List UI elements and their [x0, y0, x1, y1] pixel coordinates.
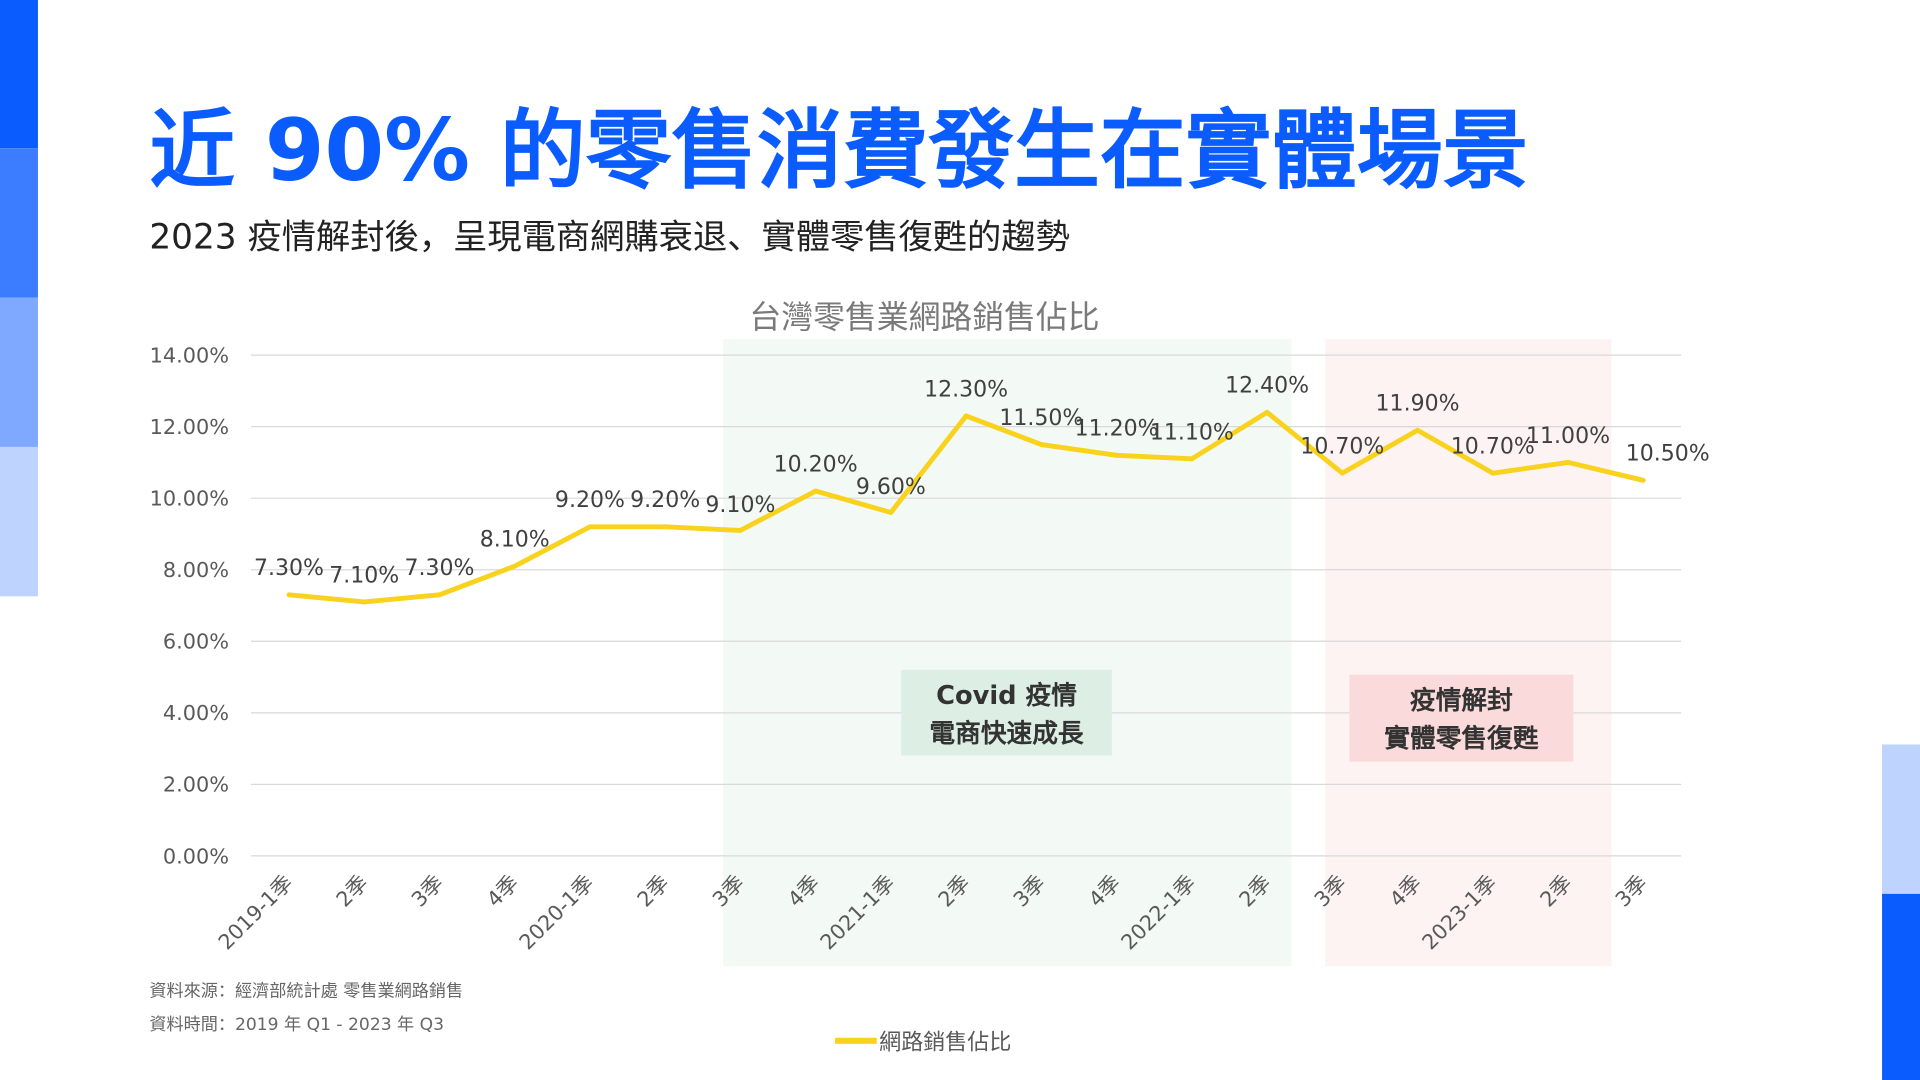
data-label: 7.30% [254, 556, 324, 581]
data-point [737, 527, 743, 533]
data-point [662, 524, 668, 530]
x-tick-label: 3季 [407, 871, 448, 912]
data-point [512, 563, 518, 569]
annotation-text: 實體零售復甦 [1384, 723, 1539, 754]
data-point [963, 413, 969, 419]
data-label: 10.20% [774, 452, 858, 477]
side-bar-segment [0, 0, 38, 149]
data-label: 11.50% [999, 406, 1083, 431]
annotation-text: 疫情解封 [1410, 685, 1513, 716]
data-label: 12.40% [1225, 374, 1309, 399]
page-subtitle: 2023 疫情解封後，呈現電商網購衰退、實體零售復甦的趨勢 [149, 218, 1069, 258]
data-label: 9.60% [856, 475, 926, 500]
annotation-box-bg [901, 669, 1112, 756]
x-tick-label: 2020-1季 [515, 871, 599, 955]
data-label: 11.90% [1376, 392, 1460, 417]
y-tick-label: 4.00% [163, 701, 229, 725]
x-tick-label: 2019-1季 [214, 871, 298, 955]
data-label: 11.10% [1150, 420, 1234, 445]
side-bar-segment [0, 446, 38, 597]
data-point [437, 592, 442, 598]
data-label: 11.20% [1075, 417, 1159, 442]
data-label: 7.30% [404, 556, 474, 581]
side-bar-segment [1882, 744, 1920, 894]
x-tick-label: 3季 [1611, 871, 1652, 912]
source-note: 資料來源：經濟部統計處 零售業網路銷售 [149, 982, 463, 1002]
x-tick-label: 4季 [482, 871, 523, 912]
chart-title: 台灣零售業網路銷售佔比 [749, 298, 1099, 336]
x-tick-label: 2季 [633, 871, 674, 912]
data-label: 12.30% [924, 377, 1008, 402]
y-tick-label: 14.00% [150, 343, 229, 367]
data-label: 9.20% [630, 488, 700, 513]
data-label: 10.50% [1626, 442, 1710, 467]
side-bar-segment [0, 297, 38, 447]
y-tick-label: 6.00% [163, 630, 229, 654]
y-tick-label: 12.00% [150, 415, 229, 439]
data-label: 9.10% [705, 493, 775, 518]
annotation-shade [723, 339, 1292, 967]
data-point [286, 592, 292, 598]
data-label: 10.70% [1300, 435, 1384, 460]
data-point [1264, 409, 1270, 415]
data-point [1114, 452, 1120, 458]
y-tick-label: 2.00% [163, 773, 229, 797]
data-point [1038, 442, 1044, 447]
data-point [888, 510, 894, 515]
annotation-shade [1325, 339, 1612, 967]
legend-label: 網路銷售佔比 [879, 1030, 1011, 1055]
side-bar-segment [1882, 893, 1920, 1080]
annotation-text: 電商快速成長 [929, 718, 1084, 749]
data-point [587, 524, 593, 530]
annotation-box-bg [1349, 674, 1574, 762]
data-point [813, 488, 819, 494]
data-point [361, 599, 367, 605]
x-tick-label: 2季 [332, 871, 373, 912]
data-point [1415, 427, 1420, 433]
data-label: 7.10% [329, 563, 399, 588]
side-bar-segment [0, 148, 38, 298]
data-point [1565, 459, 1571, 465]
y-tick-label: 8.00% [163, 558, 229, 582]
data-point [1490, 470, 1496, 476]
y-tick-label: 10.00% [150, 487, 229, 511]
annotation-text: Covid 疫情 [936, 680, 1077, 711]
data-point [1339, 470, 1345, 476]
y-tick-label: 0.00% [163, 844, 229, 868]
period-note: 資料時間：2019 年 Q1 - 2023 年 Q3 [149, 1015, 444, 1035]
data-label: 10.70% [1451, 435, 1535, 460]
data-label: 11.00% [1526, 424, 1610, 449]
data-point [1189, 456, 1195, 462]
data-point [1640, 477, 1646, 483]
data-label: 8.10% [480, 528, 550, 553]
data-label: 9.20% [555, 488, 625, 513]
page-title: 近 90% 的零售消費發生在實體場景 [149, 101, 1528, 201]
